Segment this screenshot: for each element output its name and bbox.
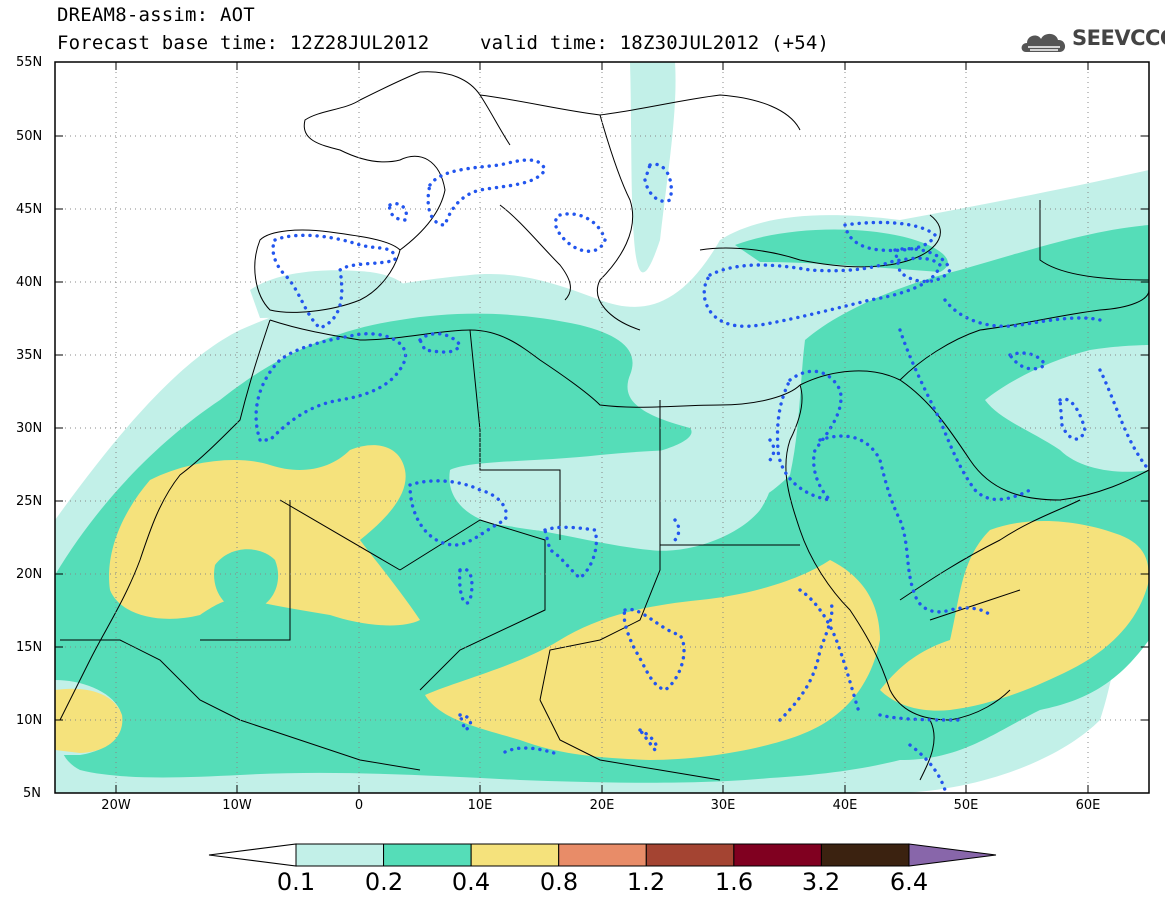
cloud-icon	[1021, 33, 1066, 52]
lat-label-30n: 30N	[16, 421, 43, 436]
colorbar	[208, 843, 997, 867]
lat-label-35n: 35N	[16, 348, 43, 363]
lat-label-5n: 5N	[23, 786, 41, 801]
colorbar-arrow-low	[208, 843, 297, 867]
colorbar-swatch	[383, 843, 472, 867]
colorbar-swatch	[470, 843, 560, 867]
map-frame-area	[55, 62, 1149, 793]
lat-label-45n: 45N	[16, 202, 43, 217]
lat-label-20n: 20N	[16, 567, 43, 582]
lat-label-40n: 40N	[16, 275, 43, 290]
lon-label-10e: 10E	[467, 798, 493, 813]
aot-field-0-1-gulf	[985, 345, 1149, 472]
aot-field-0-4-sahara-west	[109, 445, 421, 626]
lon-label-50e: 50E	[953, 798, 979, 813]
seevccc-logo: SEEVCCC	[1018, 24, 1165, 58]
chart-title: DREAM8-assim: AOT	[57, 4, 255, 26]
aot-field-0-2-mauritania-hole	[214, 549, 279, 612]
lat-label-15n: 15N	[16, 640, 43, 655]
lat-label-10n: 10N	[16, 713, 43, 728]
chart-subtitle: Forecast base time: 12Z28JUL2012 valid ti…	[57, 32, 829, 54]
axis-ticks	[55, 61, 1149, 794]
colorbar-label-3-2: 3.2	[801, 868, 841, 896]
aot-field-0-2-turkey	[735, 229, 948, 272]
colorbar-swatch	[295, 843, 385, 867]
colorbar-arrow-high	[908, 843, 997, 867]
colorbar-label-0-2: 0.2	[364, 868, 404, 896]
lon-label-20e: 20E	[589, 798, 615, 813]
colorbar-swatch	[820, 843, 910, 867]
colorbar-swatch	[558, 843, 647, 867]
colorbar-label-0-1: 0.1	[276, 868, 316, 896]
lat-label-50n: 50N	[16, 129, 43, 144]
colorbar-label-0-4: 0.4	[451, 868, 491, 896]
colorbar-label-1-6: 1.6	[714, 868, 754, 896]
valid-time: valid time: 18Z30JUL2012 (+54)	[480, 32, 830, 54]
graticule	[55, 62, 1149, 793]
aot-field-0-4-sahel	[425, 560, 880, 760]
colorbar-swatch	[733, 843, 822, 867]
logo-text: SEEVCCC	[1072, 26, 1165, 50]
lat-label-25n: 25N	[16, 494, 43, 509]
lat-label-55n: 55N	[16, 55, 43, 70]
aot-field-0-1-egypt	[449, 449, 772, 551]
aot-field-0-1-north	[630, 62, 676, 273]
coastlines	[59, 71, 1149, 781]
dust-contours	[254, 158, 1149, 792]
lon-label-60e: 60E	[1075, 798, 1101, 813]
aot-field-0-4-arabia	[880, 520, 1149, 711]
colorbar-swatch	[645, 843, 735, 867]
forecast-base-time: Forecast base time: 12Z28JUL2012	[57, 32, 430, 54]
aot-field-0-1-iberia	[250, 270, 409, 318]
colorbar-label-6-4: 6.4	[889, 868, 929, 896]
lon-label-10w: 10W	[222, 798, 252, 813]
colorbar-label-0-8: 0.8	[539, 868, 579, 896]
aot-field-0-4-west-africa	[55, 688, 123, 753]
lon-label-40e: 40E	[832, 798, 858, 813]
lon-label-30e: 30E	[710, 798, 736, 813]
colorbar-label-1-2: 1.2	[626, 868, 666, 896]
lon-label-20w: 20W	[101, 798, 131, 813]
lon-label-0: 0	[354, 798, 364, 813]
